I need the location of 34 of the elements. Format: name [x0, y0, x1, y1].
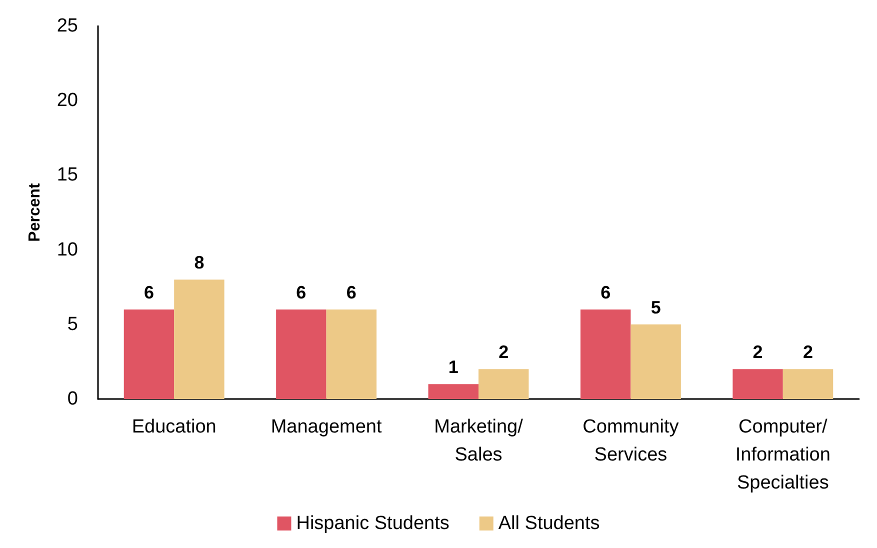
bar — [630, 324, 681, 399]
y-tick-label: 15 — [56, 164, 78, 186]
bar — [276, 309, 326, 399]
y-tick-label: 10 — [56, 239, 78, 260]
bar — [478, 369, 529, 399]
bar — [326, 309, 377, 399]
bar — [124, 309, 174, 399]
y-tick-label: 0 — [67, 388, 78, 410]
x-tick-label: Marketing/ Sales — [434, 416, 524, 466]
y-tick-label: 5 — [67, 314, 78, 335]
y-axis-title: Percent — [26, 182, 44, 242]
data-label: 2 — [803, 342, 814, 362]
bar — [732, 369, 783, 399]
y-tick-label: 25 — [56, 16, 78, 36]
bar — [782, 369, 834, 399]
data-label: 2 — [498, 342, 509, 362]
bar — [174, 280, 224, 399]
bar — [428, 384, 478, 399]
data-label: 6 — [296, 282, 306, 302]
x-tick-label: Management — [270, 416, 382, 438]
x-tick-label: Education — [132, 416, 216, 438]
data-label: 6 — [144, 282, 154, 302]
legend-label: Hispanic Students — [296, 513, 450, 534]
data-label: 6 — [346, 282, 356, 302]
data-label: 2 — [752, 342, 763, 362]
data-label: 1 — [448, 357, 458, 378]
bar — [580, 309, 631, 399]
data-label: 6 — [600, 282, 611, 302]
data-label: 8 — [194, 252, 204, 273]
x-tick-label: Computer/ Information Specialties — [735, 416, 830, 494]
x-tick-label: Community Services — [582, 416, 680, 466]
y-tick-label: 20 — [56, 90, 78, 112]
data-label: 5 — [650, 297, 661, 318]
legend-label: All Students — [498, 513, 600, 534]
